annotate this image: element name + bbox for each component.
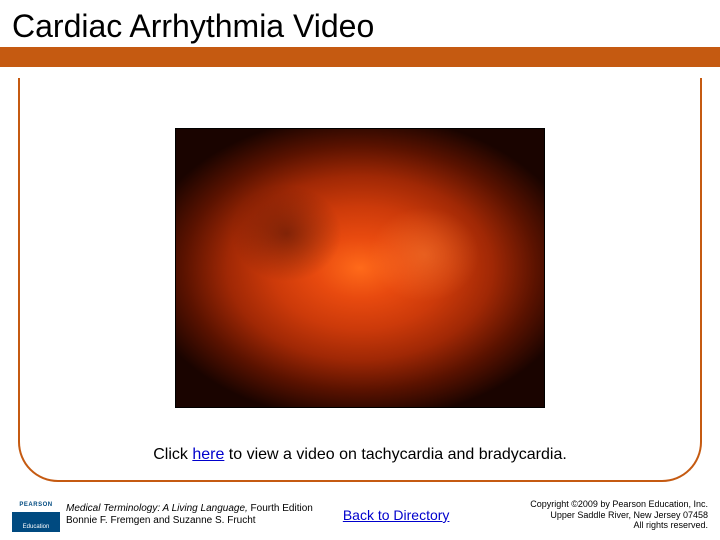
publisher-logo bbox=[12, 498, 60, 532]
book-authors: Bonnie F. Fremgen and Suzanne S. Frucht bbox=[66, 515, 313, 527]
content-frame: Click here to view a video on tachycardi… bbox=[18, 78, 702, 482]
accent-divider bbox=[0, 47, 720, 67]
book-info: Medical Terminology: A Living Language, … bbox=[66, 503, 313, 527]
title-bar: Cardiac Arrhythmia Video bbox=[0, 0, 720, 47]
back-to-directory-link[interactable]: Back to Directory bbox=[343, 507, 450, 523]
copyright-line-1: Copyright ©2009 by Pearson Education, In… bbox=[530, 499, 708, 510]
video-link[interactable]: here bbox=[192, 446, 224, 463]
video-still-image bbox=[176, 129, 544, 407]
video-caption: Click here to view a video on tachycardi… bbox=[20, 446, 700, 464]
page-title: Cardiac Arrhythmia Video bbox=[12, 8, 708, 45]
caption-suffix: to view a video on tachycardia and brady… bbox=[224, 446, 566, 463]
book-edition: Fourth Edition bbox=[248, 503, 313, 514]
footer: Medical Terminology: A Living Language, … bbox=[0, 490, 720, 540]
caption-prefix: Click bbox=[153, 446, 192, 463]
video-thumbnail[interactable] bbox=[175, 128, 545, 408]
book-title: Medical Terminology: A Living Language, bbox=[66, 503, 248, 514]
copyright-block: Copyright ©2009 by Pearson Education, In… bbox=[530, 499, 708, 531]
copyright-line-3: All rights reserved. bbox=[530, 520, 708, 531]
copyright-line-2: Upper Saddle River, New Jersey 07458 bbox=[530, 510, 708, 521]
book-title-line: Medical Terminology: A Living Language, … bbox=[66, 503, 313, 515]
